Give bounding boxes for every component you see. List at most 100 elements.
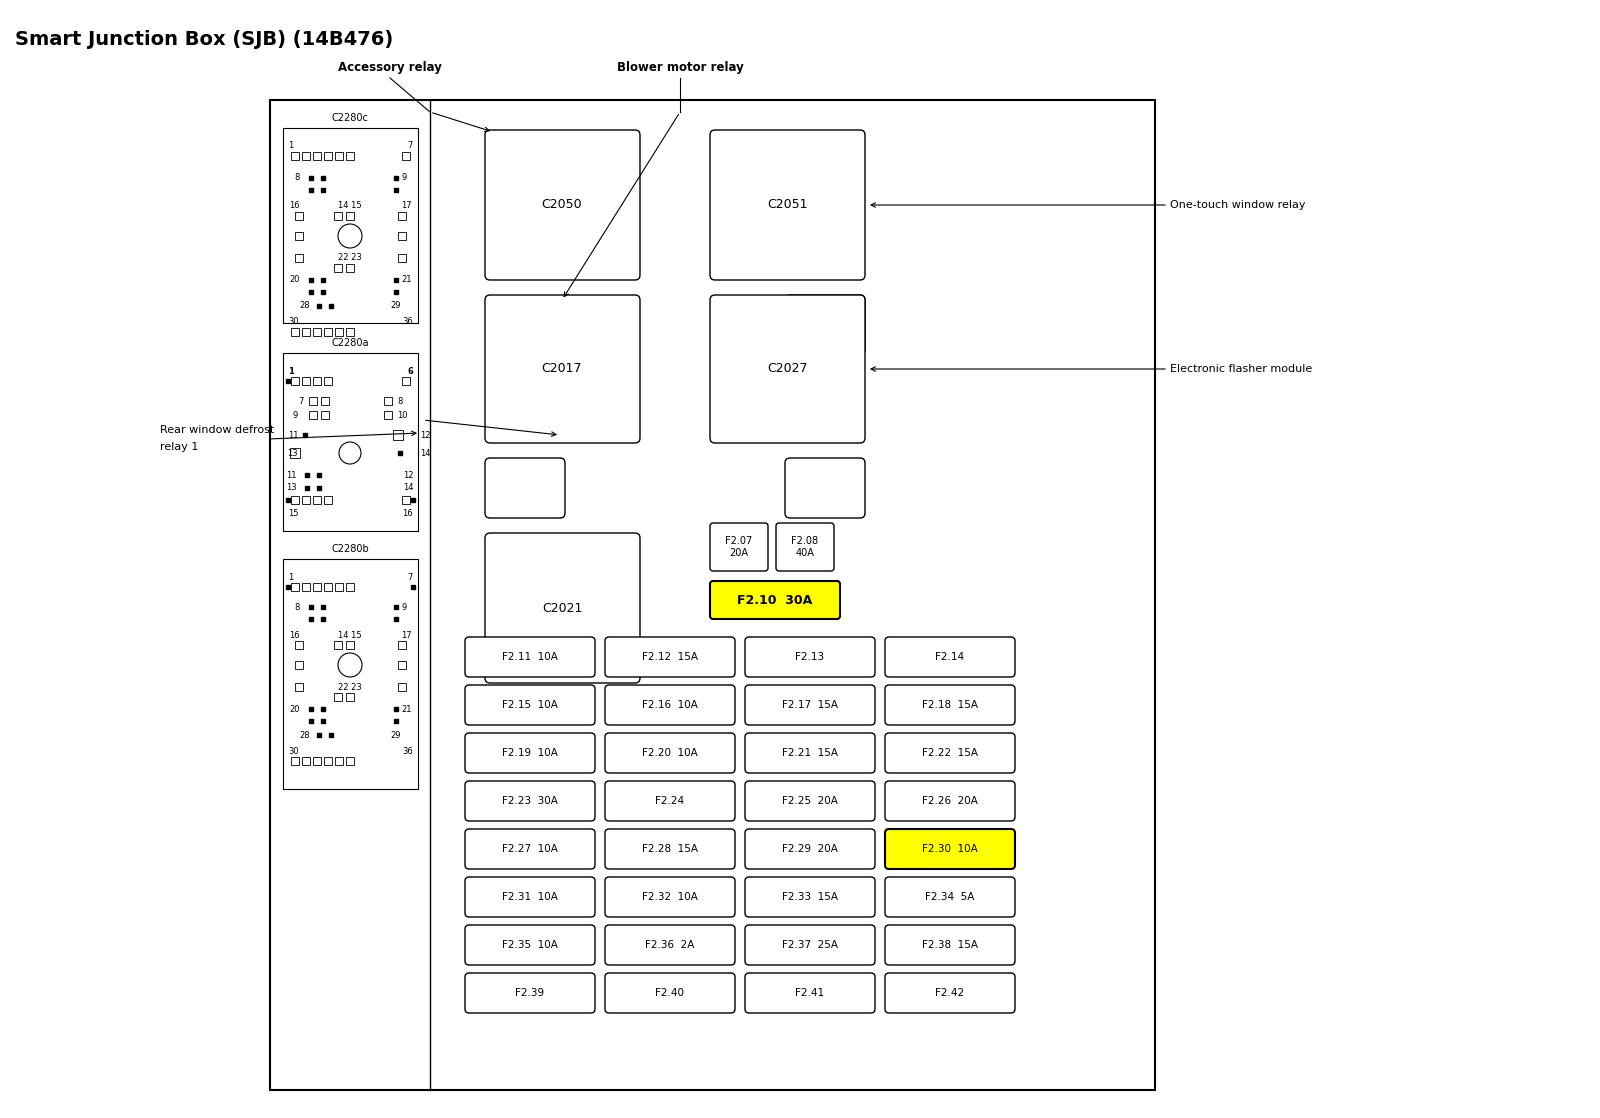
Text: 7: 7 <box>408 572 413 581</box>
FancyBboxPatch shape <box>302 377 310 385</box>
Text: 29: 29 <box>390 730 402 739</box>
FancyBboxPatch shape <box>885 637 1014 678</box>
Text: F2.16  10A: F2.16 10A <box>642 700 698 710</box>
FancyBboxPatch shape <box>290 448 301 458</box>
FancyBboxPatch shape <box>885 830 1014 869</box>
FancyBboxPatch shape <box>291 152 299 160</box>
Text: F2.26  20A: F2.26 20A <box>922 796 978 806</box>
Text: 10: 10 <box>397 410 408 419</box>
FancyBboxPatch shape <box>746 877 875 917</box>
FancyBboxPatch shape <box>605 973 734 1013</box>
FancyBboxPatch shape <box>346 328 354 337</box>
Text: F2.24: F2.24 <box>656 796 685 806</box>
FancyBboxPatch shape <box>323 328 333 337</box>
FancyBboxPatch shape <box>466 925 595 965</box>
FancyBboxPatch shape <box>885 925 1014 965</box>
Text: 8: 8 <box>294 173 299 182</box>
Text: 8: 8 <box>294 603 299 612</box>
Text: F2.10  30A: F2.10 30A <box>738 594 813 606</box>
Text: 16: 16 <box>290 201 299 210</box>
FancyBboxPatch shape <box>291 582 299 591</box>
Text: C2050: C2050 <box>542 199 582 211</box>
FancyBboxPatch shape <box>346 152 354 160</box>
Text: 8: 8 <box>397 397 403 406</box>
FancyBboxPatch shape <box>746 781 875 821</box>
FancyBboxPatch shape <box>334 152 342 160</box>
FancyBboxPatch shape <box>323 152 333 160</box>
FancyBboxPatch shape <box>283 127 418 323</box>
FancyBboxPatch shape <box>746 973 875 1013</box>
Text: 9: 9 <box>402 173 406 182</box>
Text: F2.31  10A: F2.31 10A <box>502 892 558 902</box>
Text: 1: 1 <box>288 367 294 376</box>
Text: F2.15  10A: F2.15 10A <box>502 700 558 710</box>
FancyBboxPatch shape <box>314 152 322 160</box>
Text: 14 15: 14 15 <box>338 201 362 210</box>
FancyBboxPatch shape <box>776 523 834 571</box>
Text: 29: 29 <box>390 302 402 311</box>
Text: 21: 21 <box>402 704 413 713</box>
Text: F2.11  10A: F2.11 10A <box>502 652 558 662</box>
Text: F2.42: F2.42 <box>936 988 965 998</box>
Text: Accessory relay: Accessory relay <box>338 61 442 75</box>
FancyBboxPatch shape <box>746 637 875 678</box>
FancyBboxPatch shape <box>485 130 640 280</box>
Text: F2.33  15A: F2.33 15A <box>782 892 838 902</box>
FancyBboxPatch shape <box>466 637 595 678</box>
Circle shape <box>338 224 362 248</box>
FancyBboxPatch shape <box>294 661 302 669</box>
Text: F2.36  2A: F2.36 2A <box>645 940 694 950</box>
Text: C2017: C2017 <box>542 362 582 376</box>
Text: 36: 36 <box>402 747 413 756</box>
FancyBboxPatch shape <box>605 637 734 678</box>
FancyBboxPatch shape <box>605 733 734 773</box>
Circle shape <box>338 653 362 678</box>
FancyBboxPatch shape <box>314 377 322 385</box>
Text: 13: 13 <box>286 483 296 493</box>
Text: 7: 7 <box>298 397 304 406</box>
Text: F2.29  20A: F2.29 20A <box>782 844 838 854</box>
FancyBboxPatch shape <box>302 582 310 591</box>
Text: F2.20  10A: F2.20 10A <box>642 748 698 758</box>
Text: F2.34  5A: F2.34 5A <box>925 892 974 902</box>
FancyBboxPatch shape <box>605 877 734 917</box>
Text: 28: 28 <box>299 302 310 311</box>
FancyBboxPatch shape <box>466 973 595 1013</box>
FancyBboxPatch shape <box>605 685 734 724</box>
Text: 17: 17 <box>402 631 413 639</box>
Text: 14: 14 <box>419 448 430 457</box>
FancyBboxPatch shape <box>394 430 403 440</box>
Text: 22 23: 22 23 <box>338 254 362 263</box>
Text: 12: 12 <box>403 471 413 480</box>
FancyBboxPatch shape <box>885 733 1014 773</box>
FancyBboxPatch shape <box>294 233 302 240</box>
FancyBboxPatch shape <box>885 973 1014 1013</box>
Text: 11: 11 <box>286 471 296 480</box>
FancyBboxPatch shape <box>314 582 322 591</box>
FancyBboxPatch shape <box>334 212 342 220</box>
Text: F2.41: F2.41 <box>795 988 824 998</box>
Text: 22 23: 22 23 <box>338 682 362 692</box>
FancyBboxPatch shape <box>466 733 595 773</box>
FancyBboxPatch shape <box>398 254 406 262</box>
FancyBboxPatch shape <box>466 877 595 917</box>
FancyBboxPatch shape <box>283 559 418 789</box>
FancyBboxPatch shape <box>302 757 310 765</box>
FancyBboxPatch shape <box>323 757 333 765</box>
Text: Rear window defrost: Rear window defrost <box>160 425 274 435</box>
FancyBboxPatch shape <box>314 757 322 765</box>
FancyBboxPatch shape <box>346 582 354 591</box>
Text: F2.35  10A: F2.35 10A <box>502 940 558 950</box>
Text: F2.13: F2.13 <box>795 652 824 662</box>
FancyBboxPatch shape <box>314 328 322 337</box>
Text: F2.19  10A: F2.19 10A <box>502 748 558 758</box>
Text: Electronic flasher module: Electronic flasher module <box>1170 364 1312 375</box>
FancyBboxPatch shape <box>710 130 866 280</box>
Text: 30: 30 <box>288 747 299 756</box>
Text: 30: 30 <box>288 318 299 326</box>
Text: F2.37  25A: F2.37 25A <box>782 940 838 950</box>
Text: 36: 36 <box>402 318 413 326</box>
Text: 28: 28 <box>299 730 310 739</box>
FancyBboxPatch shape <box>885 781 1014 821</box>
Text: 15: 15 <box>288 510 299 519</box>
